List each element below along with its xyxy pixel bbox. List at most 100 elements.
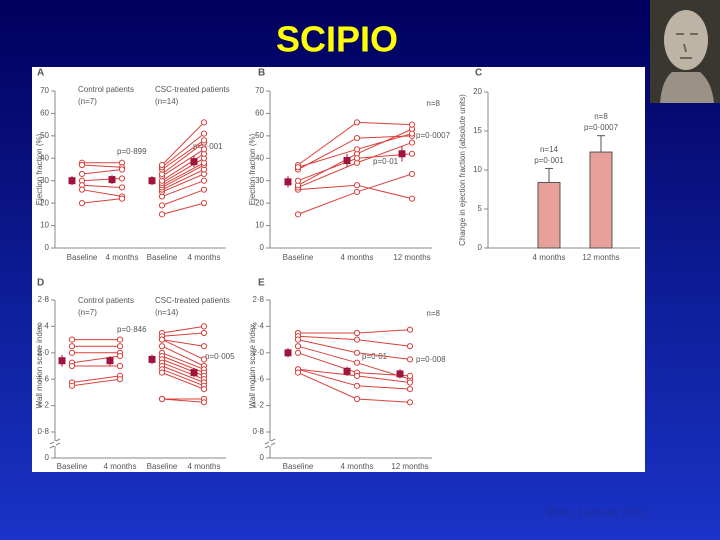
y-tick-label: 40 [255, 153, 264, 162]
x-tick-label: 4 months [341, 253, 374, 262]
patient-point [353, 329, 361, 337]
y-tick-label: 20 [473, 87, 482, 96]
group-n: (n=14) [155, 97, 179, 106]
patient-line [161, 202, 205, 215]
portrait-face [676, 33, 698, 59]
y-axis-label: Change in ejection fraction (absolute un… [458, 94, 467, 246]
patient-point [118, 184, 126, 191]
x-tick-label: Baseline [283, 253, 314, 262]
figure-background [32, 67, 645, 472]
patient-point [406, 356, 414, 363]
patient-point [200, 343, 208, 350]
patient-line [161, 162, 205, 186]
x-tick-label: 4 months [341, 462, 374, 471]
patient-point [408, 121, 416, 128]
y-tick-label: 10 [40, 221, 49, 230]
y-tick-label: 2·0 [37, 348, 49, 357]
patient-point [158, 395, 166, 403]
patient-point [200, 329, 208, 337]
patient-point [200, 200, 208, 207]
patient-line [161, 352, 205, 370]
y-tick-label: 2·0 [252, 348, 264, 357]
patient-point [118, 166, 126, 173]
y-tick-label: 0 [260, 243, 265, 252]
patient-line [81, 189, 123, 197]
patient-point [158, 336, 166, 343]
patient-line [161, 398, 205, 403]
patient-line [161, 339, 205, 347]
annotation: n=14 [540, 145, 559, 154]
group-label: CSC-treated patients [155, 296, 230, 305]
patient-line [161, 122, 205, 166]
y-axis-label: Wall motion score index [248, 324, 257, 409]
annotation: p=0·01 [373, 157, 399, 166]
patient-line [161, 173, 205, 193]
group-n: (n=14) [155, 308, 179, 317]
patient-point [353, 188, 361, 196]
annotation: n=8 [594, 112, 608, 121]
patient-line [161, 332, 205, 337]
y-tick-label: 5 [478, 204, 483, 213]
patient-point [116, 353, 124, 360]
patient-line [161, 372, 205, 390]
patient-point [408, 170, 416, 178]
x-tick-label: 4 months [533, 253, 566, 262]
x-tick-label: 4 months [106, 253, 139, 262]
group-label: Control patients [78, 85, 134, 94]
y-tick-label: 1·6 [252, 374, 264, 383]
y-tick-label: 1·2 [252, 401, 264, 410]
patient-point [200, 119, 208, 126]
patient-point [116, 376, 124, 383]
group-label: CSC-treated patients [155, 85, 230, 94]
annotation: n=8 [426, 309, 440, 318]
patient-point [353, 372, 361, 379]
y-axis-label: Ejection fraction (%) [35, 133, 44, 205]
patient-point [408, 195, 416, 202]
patient-point [116, 343, 124, 350]
patient-point [200, 130, 208, 137]
mean-marker [148, 177, 156, 185]
patient-point [116, 336, 124, 343]
patient-point [78, 161, 86, 169]
x-tick-label: Baseline [147, 462, 178, 471]
mean-marker [68, 177, 76, 185]
x-tick-label: 4 months [104, 462, 137, 471]
y-tick-label: 0·8 [37, 427, 49, 436]
mean-marker [148, 355, 156, 363]
patient-line [161, 164, 205, 188]
mean-marker [396, 370, 404, 378]
panel-letter: E [258, 278, 265, 289]
mean-marker [106, 357, 114, 365]
patient-point [406, 326, 414, 333]
patient-point [353, 382, 361, 389]
patient-point [294, 211, 302, 218]
y-tick-label: 2·8 [252, 295, 264, 304]
group-label: Control patients [78, 296, 134, 305]
y-axis-label: Ejection fraction (%) [248, 133, 257, 205]
annotation: p=0·0007 [416, 131, 451, 140]
patient-point [294, 336, 302, 343]
patient-point [408, 150, 416, 157]
y-tick-label: 50 [255, 131, 264, 140]
patient-line [161, 365, 205, 383]
patient-point [406, 372, 414, 379]
patient-point [294, 177, 302, 184]
annotation: n=8 [426, 99, 440, 108]
bust-portrait [650, 0, 720, 103]
patient-point [353, 395, 361, 403]
patient-line [161, 368, 205, 387]
patient-line [81, 184, 123, 188]
x-tick-label: 4 months [188, 253, 221, 262]
x-tick-label: Baseline [57, 462, 88, 471]
annotation: p=0·005 [205, 352, 235, 361]
axis-break-gap [269, 441, 271, 446]
y-tick-label: 30 [255, 176, 264, 185]
y-tick-label: 70 [255, 86, 264, 95]
x-tick-label: Baseline [147, 253, 178, 262]
citation: Bolli, Lancet 2011 [547, 504, 649, 519]
y-tick-label: 30 [40, 176, 49, 185]
patient-line [161, 142, 205, 175]
x-tick-label: Baseline [283, 462, 314, 471]
patient-point [353, 359, 361, 366]
